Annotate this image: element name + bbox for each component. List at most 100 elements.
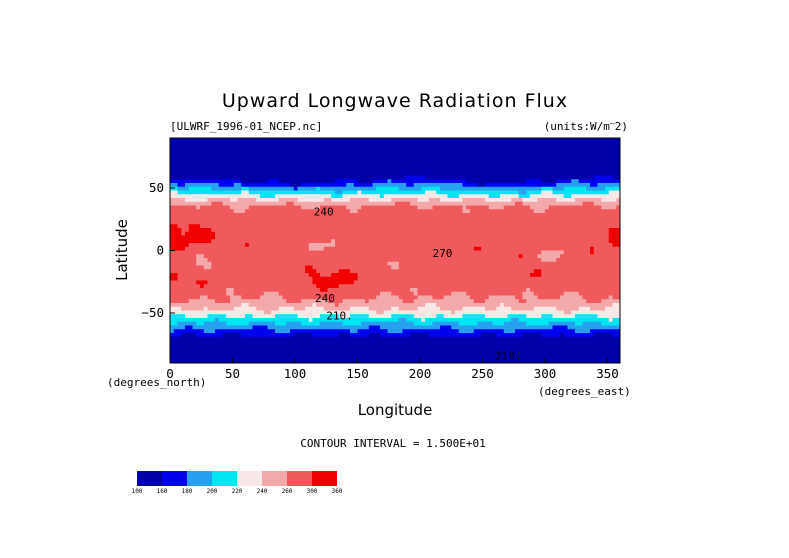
heatmap-cell — [530, 228, 535, 233]
heatmap-cell — [541, 205, 546, 210]
heatmap-cell — [380, 239, 385, 244]
heatmap-cell — [413, 216, 418, 221]
heatmap-cell — [350, 258, 355, 263]
heatmap-cell — [188, 288, 193, 293]
heatmap-cell — [541, 183, 546, 188]
heatmap-cell — [237, 168, 242, 173]
heatmap-cell — [275, 179, 280, 184]
heatmap-cell — [357, 183, 362, 188]
heatmap-cell — [496, 156, 501, 161]
heatmap-cell — [372, 231, 377, 236]
heatmap-cell — [365, 220, 370, 225]
heatmap-cell — [256, 220, 261, 225]
heatmap-cell — [518, 145, 523, 150]
heatmap-cell — [582, 186, 587, 191]
heatmap-cell — [226, 160, 231, 165]
heatmap-cell — [230, 284, 235, 289]
heatmap-cell — [548, 239, 553, 244]
heatmap-cell — [391, 220, 396, 225]
heatmap-cell — [323, 280, 328, 285]
heatmap-cell — [556, 156, 561, 161]
heatmap-cell — [305, 183, 310, 188]
heatmap-cell — [380, 228, 385, 233]
heatmap-cell — [578, 194, 583, 199]
heatmap-cell — [267, 284, 272, 289]
heatmap-cell — [173, 284, 178, 289]
heatmap-cell — [391, 224, 396, 229]
heatmap-cell — [605, 276, 610, 281]
heatmap-cell — [275, 198, 280, 203]
heatmap-cell — [608, 145, 613, 150]
heatmap-cell — [413, 235, 418, 240]
heatmap-cell — [230, 228, 235, 233]
heatmap-cell — [230, 254, 235, 259]
heatmap-cell — [425, 250, 430, 255]
heatmap-cell — [215, 168, 220, 173]
heatmap-cell — [597, 194, 602, 199]
heatmap-cell — [425, 168, 430, 173]
heatmap-cell — [173, 190, 178, 195]
heatmap-cell — [335, 168, 340, 173]
heatmap-cell — [417, 276, 422, 281]
heatmap-cell — [278, 164, 283, 169]
heatmap-cell — [353, 160, 358, 165]
heatmap-cell — [608, 220, 613, 225]
heatmap-cell — [496, 220, 501, 225]
heatmap-cell — [530, 179, 535, 184]
heatmap-cell — [278, 201, 283, 206]
heatmap-cell — [432, 258, 437, 263]
heatmap-cell — [368, 194, 373, 199]
heatmap-cell — [458, 160, 463, 165]
heatmap-cell — [406, 190, 411, 195]
heatmap-cell — [507, 246, 512, 251]
heatmap-cell — [286, 201, 291, 206]
heatmap-cell — [582, 175, 587, 180]
heatmap-cell — [511, 149, 516, 154]
heatmap-cell — [507, 280, 512, 285]
heatmap-cell — [503, 141, 508, 146]
heatmap-cell — [477, 224, 482, 229]
heatmap-cell — [308, 228, 313, 233]
heatmap-cell — [395, 175, 400, 180]
heatmap-cell — [316, 261, 321, 266]
heatmap-cell — [575, 171, 580, 176]
heatmap-cell — [586, 284, 591, 289]
heatmap-cell — [320, 213, 325, 218]
heatmap-cell — [537, 171, 542, 176]
heatmap-cell — [496, 243, 501, 248]
heatmap-cell — [503, 228, 508, 233]
heatmap-cell — [541, 243, 546, 248]
heatmap-cell — [470, 235, 475, 240]
heatmap-cell — [320, 175, 325, 180]
heatmap-cell — [533, 269, 538, 274]
heatmap-cell — [578, 235, 583, 240]
heatmap-cell — [440, 194, 445, 199]
heatmap-cell — [188, 164, 193, 169]
heatmap-cell — [323, 216, 328, 221]
heatmap-cell — [451, 261, 456, 266]
heatmap-cell — [293, 213, 298, 218]
heatmap-cell — [518, 186, 523, 191]
heatmap-cell — [616, 235, 621, 240]
heatmap-cell — [605, 186, 610, 191]
heatmap-cell — [428, 190, 433, 195]
heatmap-cell — [560, 216, 565, 221]
heatmap-cell — [316, 288, 321, 293]
heatmap-cell — [222, 175, 227, 180]
heatmap-cell — [451, 205, 456, 210]
heatmap-cell — [616, 141, 621, 146]
heatmap-cell — [575, 269, 580, 274]
heatmap-cell — [552, 250, 557, 255]
heatmap-cell — [185, 284, 190, 289]
heatmap-cell — [188, 141, 193, 146]
heatmap-cell — [436, 156, 441, 161]
heatmap-cell — [342, 198, 347, 203]
heatmap-cell — [357, 153, 362, 158]
heatmap-cell — [556, 224, 561, 229]
heatmap-cell — [196, 179, 201, 184]
heatmap-cell — [263, 198, 268, 203]
heatmap-cell — [612, 141, 617, 146]
heatmap-cell — [545, 265, 550, 270]
heatmap-cell — [331, 291, 336, 296]
heatmap-cell — [372, 201, 377, 206]
